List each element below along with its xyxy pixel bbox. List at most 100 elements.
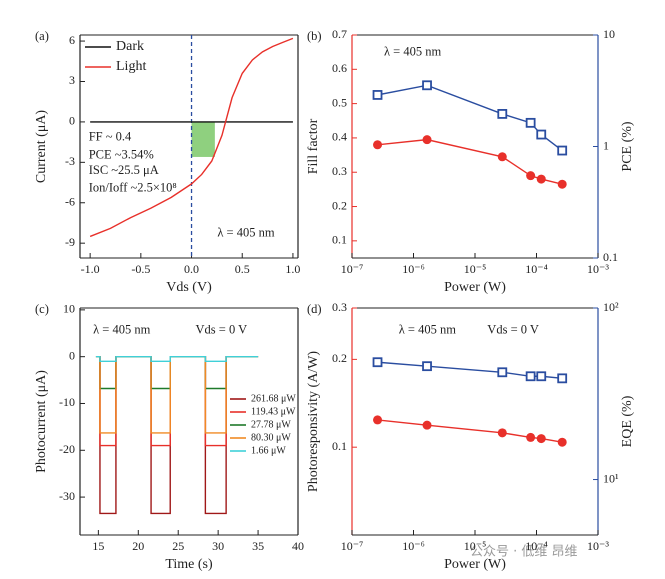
legend-label: 261.68 μW	[251, 393, 296, 404]
y-tick-label: -6	[65, 195, 75, 209]
x-tick-label: 10⁻⁴	[525, 539, 548, 553]
annotation: λ = 405 nm	[384, 45, 441, 59]
marker	[557, 373, 568, 384]
y-tick-label: 6	[69, 33, 75, 47]
y2-tick-label: 1	[603, 138, 609, 152]
y-tick-label: 3	[69, 73, 75, 87]
annotation: Vds = 0 V	[196, 323, 248, 337]
legend-label: 80.30 μW	[251, 432, 291, 443]
x-tick-label: 40	[292, 539, 304, 553]
annotation: Ion/Ioff ~2.5×10⁸	[89, 181, 177, 195]
marker	[526, 171, 536, 181]
x-tick-label: 35	[252, 539, 264, 553]
marker	[373, 140, 383, 150]
annotation: λ = 405 nm	[217, 225, 274, 239]
x-tick-label: 10⁻⁶	[402, 262, 425, 276]
panel-label: (c)	[35, 302, 49, 316]
x-axis-label: Time (s)	[165, 557, 213, 572]
annotation: λ = 405 nm	[93, 323, 150, 337]
y2-tick-label: 10²	[603, 300, 619, 314]
panel-label: (d)	[307, 302, 322, 316]
y-tick-label: 0	[69, 114, 75, 128]
x-tick-label: 10⁻⁵	[464, 262, 487, 276]
x-tick-label: 10⁻³	[587, 262, 609, 276]
marker	[536, 371, 547, 382]
series-line	[95, 355, 259, 390]
y-axis-label: Fill factor	[306, 118, 321, 174]
marker	[372, 357, 383, 368]
series-line	[377, 84, 563, 152]
y2-tick-label: 10¹	[603, 471, 619, 485]
marker	[497, 152, 507, 162]
y2-axis-label: PCE (%)	[620, 121, 635, 172]
y-tick-label: -9	[65, 235, 75, 249]
y-tick-label: -20	[59, 442, 75, 456]
x-tick-label: 10⁻⁴	[525, 262, 548, 276]
series-line	[89, 37, 294, 238]
marker	[525, 371, 536, 382]
marker	[557, 179, 567, 189]
legend-label: Light	[116, 59, 146, 74]
legend-label: 27.78 μW	[251, 419, 291, 430]
marker	[422, 135, 432, 145]
x-tick-label: 25	[172, 539, 184, 553]
marker	[497, 428, 507, 438]
annotation: PCE ~3.54%	[89, 147, 154, 161]
x-tick-label: 10⁻⁷	[341, 539, 364, 553]
marker	[536, 129, 547, 140]
x-tick-label: -1.0	[81, 262, 100, 276]
marker	[536, 174, 546, 184]
legend-label: 119.43 μW	[251, 406, 296, 417]
series-line	[95, 355, 259, 447]
x-axis-label: Power (W)	[444, 280, 506, 295]
panel-label: (a)	[35, 29, 49, 43]
annotation: Vds = 0 V	[487, 323, 539, 337]
y-tick-label: -10	[59, 395, 75, 409]
marker	[557, 437, 567, 447]
x-tick-label: 20	[132, 539, 144, 553]
y-axis-label: Photocurrent (μA)	[34, 370, 49, 473]
y-tick-label: 0.6	[332, 61, 347, 75]
y-tick-label: 0.4	[332, 130, 347, 144]
y-tick-label: 0	[69, 348, 75, 362]
marker	[497, 109, 508, 119]
x-axis-label: Power (W)	[444, 557, 506, 572]
marker	[526, 432, 536, 442]
marker	[536, 434, 546, 444]
x-tick-label: 10⁻³	[587, 539, 609, 553]
marker	[557, 145, 568, 156]
x-axis-label: Vds (V)	[166, 280, 212, 295]
marker	[525, 117, 536, 128]
legend-label: 1.66 μW	[251, 445, 286, 456]
y2-axis-label: EQE (%)	[620, 395, 635, 447]
y-tick-label: -30	[59, 489, 75, 503]
marker	[422, 420, 432, 430]
y-tick-label: 0.3	[332, 300, 347, 314]
series-line	[95, 355, 259, 515]
x-tick-label: 30	[212, 539, 224, 553]
marker	[422, 80, 432, 91]
x-tick-label: 0.5	[235, 262, 250, 276]
y-tick-label: 0.1	[332, 439, 347, 453]
y-axis-label: Photoresponsivity (A/W)	[306, 351, 321, 492]
y-tick-label: 0.5	[332, 95, 347, 109]
x-tick-label: 10⁻⁵	[464, 539, 487, 553]
y-tick-label: 0.2	[332, 351, 347, 365]
highlight-region	[191, 121, 215, 157]
panel-label: (b)	[307, 29, 322, 43]
x-tick-label: 10⁻⁷	[341, 262, 364, 276]
watermark: 公众号 · 低维 昂维	[470, 545, 578, 560]
y-tick-label: 10	[63, 302, 75, 316]
y-tick-label: 0.3	[332, 164, 347, 178]
y-tick-label: 0.2	[332, 198, 347, 212]
y-axis-label: Current (μA)	[34, 110, 49, 184]
marker	[372, 90, 383, 100]
y-tick-label: 0.7	[332, 27, 347, 41]
legend-label: Dark	[116, 39, 144, 54]
x-tick-label: 15	[92, 539, 104, 553]
y-tick-label: 0.1	[332, 233, 347, 247]
x-tick-label: 10⁻⁶	[402, 539, 425, 553]
y-tick-label: -3	[65, 154, 75, 168]
